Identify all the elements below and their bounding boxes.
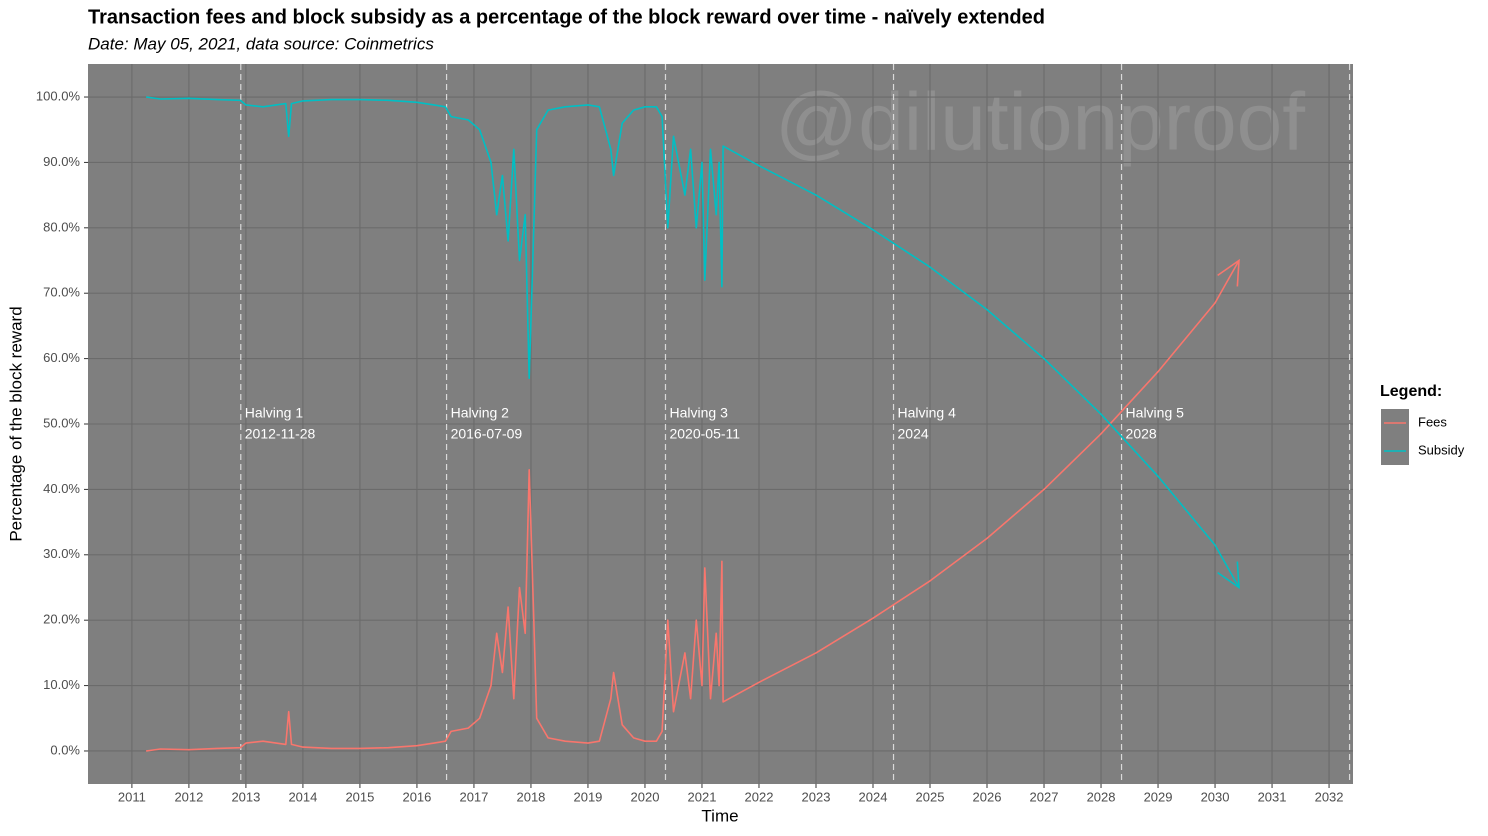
annotation-label: Halving 5 bbox=[1126, 405, 1185, 421]
y-tick-label: 10.0% bbox=[43, 677, 80, 692]
x-tick-label: 2021 bbox=[688, 789, 717, 804]
x-tick-label: 2027 bbox=[1030, 789, 1059, 804]
annotation-date: 2020-05-11 bbox=[669, 426, 740, 442]
x-axis-title: Time bbox=[701, 806, 738, 825]
annotation-date: 2028 bbox=[1126, 426, 1157, 442]
y-tick-label: 90.0% bbox=[43, 154, 80, 169]
chart-subtitle: Date: May 05, 2021, data source: Coinmet… bbox=[88, 34, 434, 53]
legend-label: Fees bbox=[1418, 414, 1447, 429]
annotation-label: Halving 4 bbox=[898, 405, 957, 421]
y-axis-title: Percentage of the block reward bbox=[6, 306, 25, 541]
x-tick-label: 2023 bbox=[802, 789, 831, 804]
x-tick-label: 2018 bbox=[516, 789, 545, 804]
y-tick-label: 40.0% bbox=[43, 481, 80, 496]
chart-title: Transaction fees and block subsidy as a … bbox=[88, 6, 1045, 28]
y-tick-label: 70.0% bbox=[43, 285, 80, 300]
arrow-head bbox=[1217, 258, 1240, 287]
x-tick-label: 2032 bbox=[1315, 789, 1344, 804]
annotation-date: 2016-07-09 bbox=[451, 426, 523, 442]
x-tick-label: 2026 bbox=[973, 789, 1002, 804]
y-tick-label: 60.0% bbox=[43, 350, 80, 365]
watermark: @dilutionproof bbox=[775, 77, 1305, 168]
legend-title: Legend: bbox=[1380, 383, 1442, 400]
y-tick-label: 30.0% bbox=[43, 546, 80, 561]
x-tick-label: 2028 bbox=[1087, 789, 1116, 804]
series-line bbox=[145, 260, 1240, 752]
y-tick-label: 50.0% bbox=[43, 415, 80, 430]
x-tick-label: 2012 bbox=[174, 789, 203, 804]
x-tick-label: 2016 bbox=[402, 789, 431, 804]
x-tick-label: 2029 bbox=[1144, 789, 1173, 804]
x-tick-label: 2014 bbox=[288, 789, 317, 804]
annotation-label: Halving 1 bbox=[245, 405, 304, 421]
y-tick-label: 20.0% bbox=[43, 612, 80, 627]
x-tick-label: 2025 bbox=[916, 789, 945, 804]
x-tick-label: 2022 bbox=[745, 789, 774, 804]
x-tick-label: 2031 bbox=[1258, 789, 1287, 804]
x-tick-label: 2024 bbox=[859, 789, 888, 804]
annotation-date: 2024 bbox=[898, 426, 929, 442]
annotation-label: Halving 3 bbox=[669, 405, 728, 421]
legend-label: Subsidy bbox=[1418, 442, 1465, 457]
x-tick-label: 2019 bbox=[573, 789, 602, 804]
x-tick-label: 2030 bbox=[1201, 789, 1230, 804]
y-tick-label: 80.0% bbox=[43, 219, 80, 234]
annotation-date: 2012-11-28 bbox=[245, 426, 316, 442]
x-tick-label: 2020 bbox=[631, 789, 660, 804]
series-line bbox=[145, 96, 1240, 588]
x-tick-label: 2013 bbox=[231, 789, 260, 804]
y-tick-label: 100.0% bbox=[36, 88, 81, 103]
y-tick-label: 0.0% bbox=[50, 742, 80, 757]
legend: Fees Subsidy bbox=[1381, 409, 1465, 465]
arrow-head bbox=[1217, 561, 1240, 590]
x-tick-label: 2011 bbox=[118, 789, 146, 804]
x-tick-label: 2015 bbox=[345, 789, 374, 804]
x-tick-label: 2017 bbox=[459, 789, 488, 804]
annotation-label: Halving 2 bbox=[451, 405, 510, 421]
